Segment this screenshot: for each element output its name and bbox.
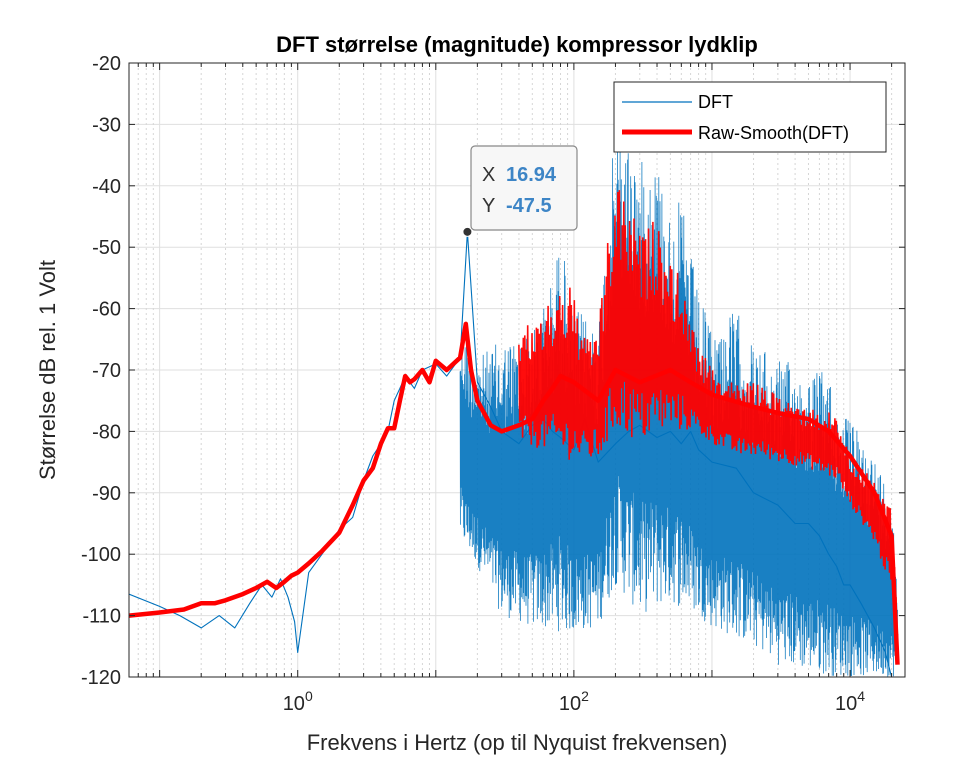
x-axis-label: Frekvens i Hertz (op til Nyquist frekven…	[307, 730, 728, 755]
y-tick-label: -70	[92, 360, 121, 382]
y-tick-label: -100	[81, 544, 121, 566]
y-tick-label: -60	[92, 299, 121, 321]
datatip-x-key: X	[482, 164, 495, 186]
x-tick-label: 100	[283, 688, 313, 715]
legend-label-dft: DFT	[698, 92, 733, 112]
series-dft-band	[459, 137, 898, 677]
y-tick-label: -40	[92, 176, 121, 198]
datatip-marker	[462, 226, 473, 237]
y-tick-label: -30	[92, 114, 121, 136]
datatip-y-key: Y	[482, 195, 495, 217]
y-tick-label: -90	[92, 483, 121, 505]
y-axis-label: Størrelse dB rel. 1 Volt	[35, 260, 60, 480]
y-tick-label: -110	[82, 606, 121, 628]
legend-label-smooth: Raw-Smooth(DFT)	[698, 123, 849, 143]
y-tick-label: -120	[81, 667, 121, 689]
datatip-box	[470, 145, 578, 231]
datatip[interactable]: X 16.94 Y -47.5	[462, 145, 578, 237]
x-tick-label: 104	[835, 688, 865, 715]
y-tick-label: -80	[92, 421, 121, 443]
datatip-y-value: -47.5	[506, 195, 552, 217]
datatip-x-value: 16.94	[506, 164, 557, 186]
series-smooth-line	[129, 321, 900, 665]
x-tick-label: 102	[559, 688, 589, 715]
series-smooth-band	[518, 190, 899, 653]
chart-title: DFT størrelse (magnitude) kompressor lyd…	[276, 32, 758, 57]
legend: DFT Raw-Smooth(DFT)	[613, 81, 887, 153]
y-tick-label: -20	[92, 53, 121, 75]
y-tick-label: -50	[92, 237, 121, 259]
